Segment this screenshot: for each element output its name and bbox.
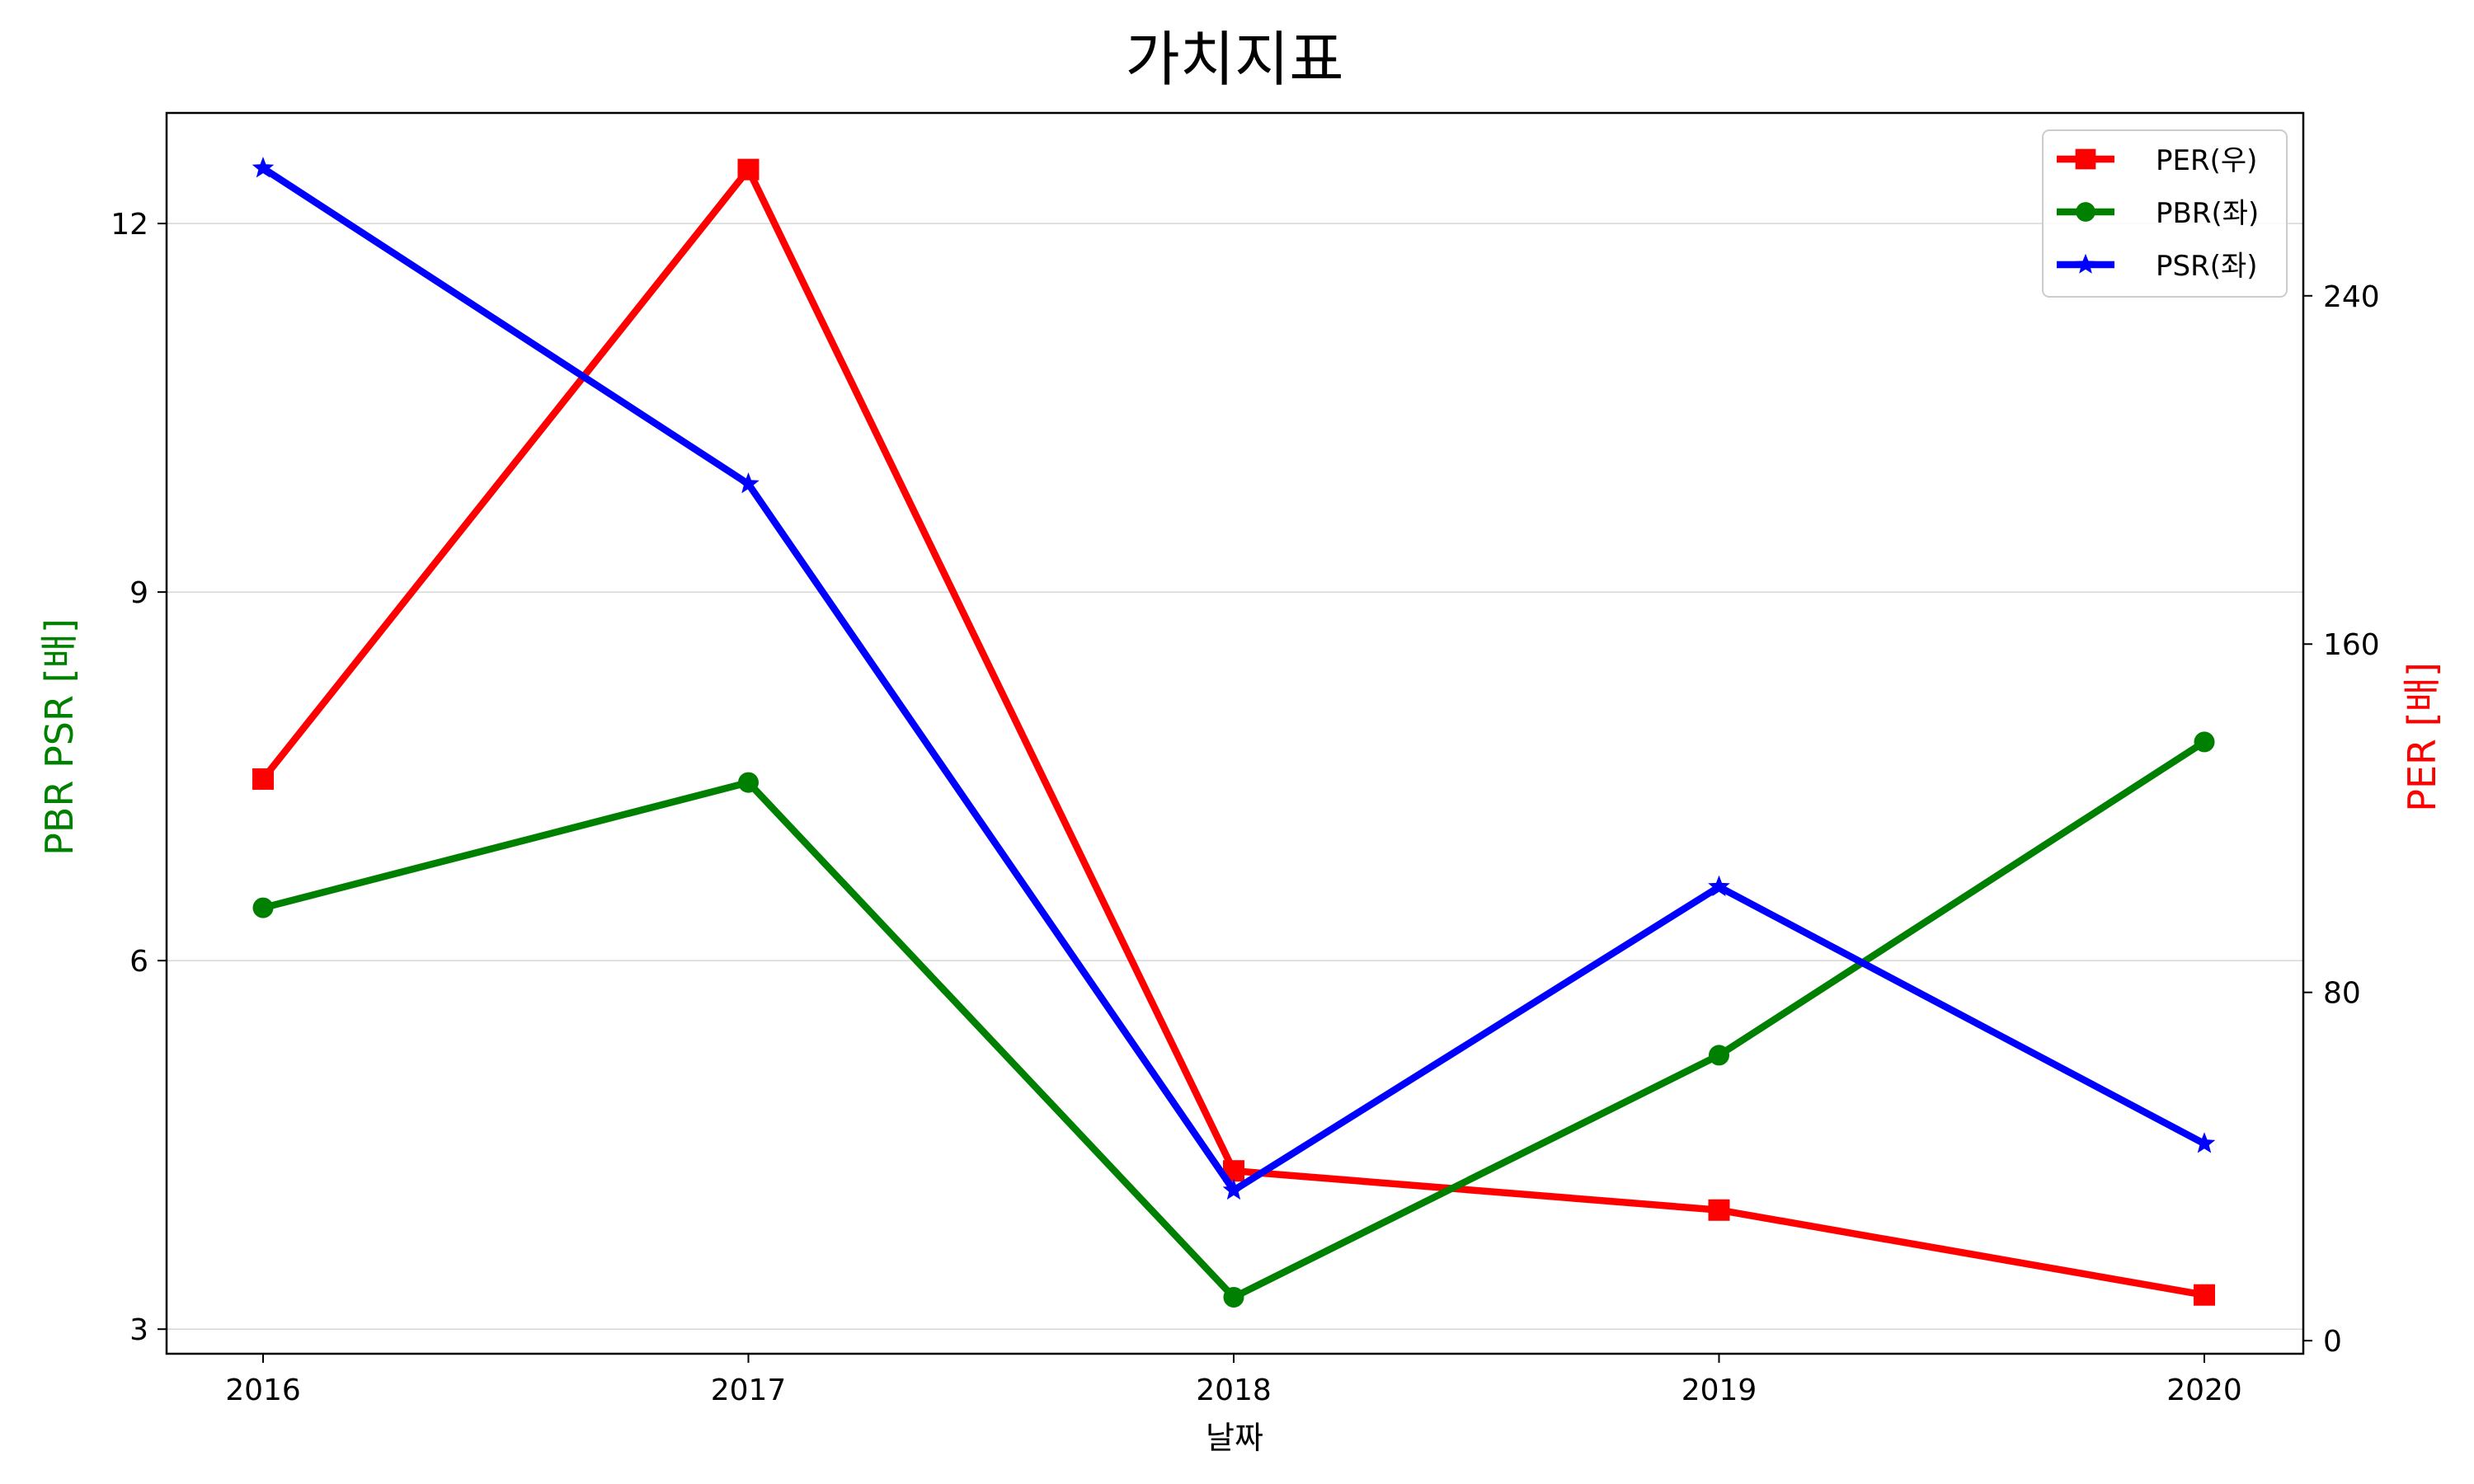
data-point-pbr [2194, 731, 2215, 753]
x-tick-label: 2018 [1196, 1374, 1272, 1407]
data-point-psr [737, 472, 760, 494]
y-right-tick-label: 80 [2323, 977, 2361, 1011]
legend-marker [2075, 148, 2096, 170]
legend-marker [2075, 253, 2096, 274]
data-point-psr [1708, 875, 1730, 897]
series-psr [252, 157, 2216, 1200]
y-axis-left-label: PBR PSR [배] [37, 618, 82, 856]
data-point-pbr [1223, 1286, 1244, 1308]
data-point-per [737, 158, 760, 181]
y-axis-left: 3 6 9 12 [111, 208, 167, 1347]
legend-label: PBR(좌) [2156, 197, 2259, 230]
series-layer [252, 157, 2216, 1308]
data-point-per [2194, 1284, 2215, 1306]
x-axis-label: 날짜 [1206, 1420, 1263, 1456]
gridlines [167, 223, 2303, 1330]
x-tick-label: 2017 [711, 1374, 787, 1407]
data-point-pbr [738, 772, 759, 793]
data-point-psr [252, 157, 275, 178]
y-left-tick-label: 6 [129, 945, 148, 979]
data-point-per [1708, 1199, 1730, 1221]
series-per [252, 158, 2215, 1306]
y-left-tick-label: 3 [129, 1313, 148, 1347]
y-left-tick-label: 12 [111, 208, 148, 242]
y-left-tick-label: 9 [129, 576, 148, 610]
legend-item-per: PER(우) [2057, 144, 2257, 177]
data-point-psr [1222, 1178, 1245, 1200]
legend-marker [2076, 202, 2095, 222]
x-tick-label: 2016 [225, 1374, 301, 1407]
y-axis-right-label: PER [배] [2400, 662, 2444, 812]
legend-label: PSR(좌) [2156, 250, 2258, 283]
data-point-pbr [252, 897, 274, 918]
y-right-tick-label: 160 [2323, 628, 2380, 662]
legend: PER(우) PBR(좌) PSR(좌) [2042, 129, 2288, 298]
data-point-psr [2193, 1132, 2216, 1153]
series-pbr [252, 731, 2215, 1308]
plot-frame [165, 111, 2305, 1355]
series-line-per [260, 166, 2205, 1298]
y-right-tick-label: 240 [2323, 280, 2380, 314]
series-line-psr [261, 165, 2206, 1195]
y-right-tick-label: 0 [2323, 1325, 2342, 1359]
x-tick-label: 2020 [2166, 1374, 2242, 1407]
series-line-pbr [261, 739, 2207, 1301]
y-axis-right: 0 80 160 240 [2303, 280, 2380, 1359]
legend-label: PER(우) [2156, 144, 2257, 177]
legend-item-psr: PSR(좌) [2057, 250, 2258, 283]
x-tick-label: 2019 [1681, 1374, 1757, 1407]
chart-title: 가치지표 [1126, 25, 1344, 94]
legend-item-pbr: PBR(좌) [2057, 197, 2259, 230]
data-point-pbr [1709, 1045, 1729, 1066]
data-point-per [252, 768, 274, 790]
legend-frame [2042, 129, 2288, 298]
x-axis: 2016 2017 2018 2019 2020 [225, 1354, 2242, 1407]
